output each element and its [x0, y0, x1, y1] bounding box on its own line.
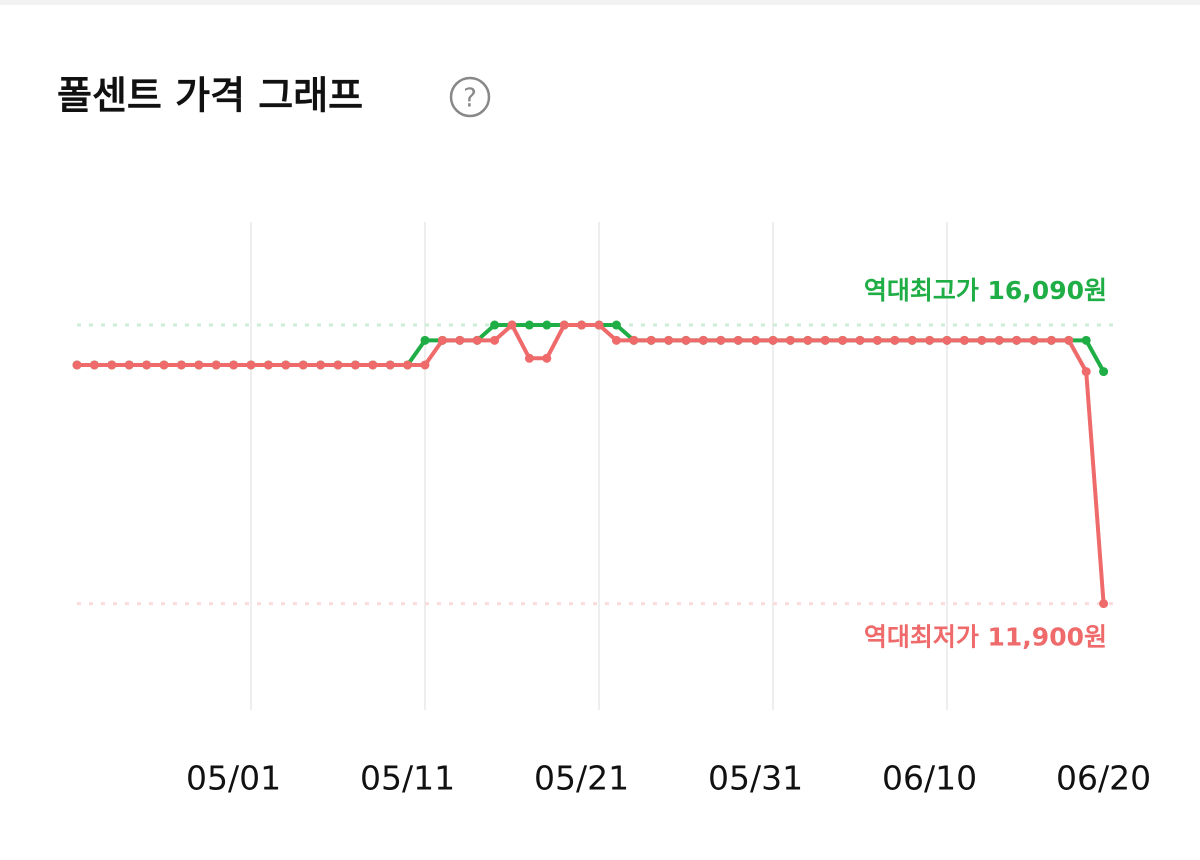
price-point	[420, 335, 430, 345]
price-point	[420, 360, 430, 370]
reference-label: 역대최고가 16,090원	[864, 276, 1107, 305]
price-point	[1064, 335, 1074, 345]
price-point	[838, 335, 848, 345]
price-point	[72, 360, 82, 370]
price-point	[1081, 367, 1091, 377]
price-point	[1029, 335, 1039, 345]
price-point	[472, 335, 482, 345]
price-point	[1081, 335, 1091, 345]
price-point	[942, 335, 952, 345]
x-tick-label: 05/31	[708, 759, 803, 798]
price-point	[455, 335, 465, 345]
price-point	[542, 353, 552, 363]
x-tick-label: 06/20	[1056, 759, 1151, 798]
price-point	[107, 360, 117, 370]
price-point	[594, 320, 604, 330]
price-point	[246, 360, 256, 370]
price-point	[490, 335, 500, 345]
price-point	[994, 335, 1004, 345]
x-tick-label: 05/21	[534, 759, 629, 798]
chart-title: 폴센트 가격 그래프	[57, 74, 363, 118]
price-point	[524, 353, 534, 363]
help-circle[interactable]	[449, 76, 491, 118]
price-point	[768, 335, 778, 345]
price-point	[124, 360, 134, 370]
price-point	[229, 360, 239, 370]
price-point	[959, 335, 969, 345]
price-point	[194, 360, 204, 370]
price-point	[316, 360, 326, 370]
top-bar	[0, 0, 1200, 5]
price-point	[211, 360, 221, 370]
price-point	[803, 335, 813, 345]
price-point	[977, 335, 987, 345]
x-tick-label: 05/11	[360, 759, 455, 798]
price-point	[664, 335, 674, 345]
price-point	[820, 335, 830, 345]
price-point	[298, 360, 308, 370]
price-point	[350, 360, 360, 370]
price-point	[925, 335, 935, 345]
price-point	[681, 335, 691, 345]
price-point	[733, 335, 743, 345]
price-point	[855, 335, 865, 345]
help-icon[interactable]: ?	[449, 76, 491, 118]
price-point	[611, 320, 621, 330]
price-point	[89, 360, 99, 370]
price-point	[1099, 599, 1109, 609]
price-point	[907, 335, 917, 345]
price-point	[890, 335, 900, 345]
price-point	[629, 335, 639, 345]
price-point	[524, 320, 534, 330]
price-point	[368, 360, 378, 370]
price-point	[385, 360, 395, 370]
price-point	[403, 360, 413, 370]
x-tick-label: 06/10	[882, 759, 977, 798]
price-point	[437, 335, 447, 345]
price-point	[1046, 335, 1056, 345]
price-point	[281, 360, 291, 370]
reference-label: 역대최저가 11,900원	[864, 623, 1107, 652]
price-point	[1012, 335, 1022, 345]
help-mark[interactable]: ?	[463, 84, 477, 114]
price-point	[490, 320, 500, 330]
price-point	[785, 335, 795, 345]
price-point	[159, 360, 169, 370]
price-point	[142, 360, 152, 370]
price-point	[1099, 367, 1109, 377]
price-point	[263, 360, 273, 370]
price-point	[176, 360, 186, 370]
price-point	[698, 335, 708, 345]
price-point	[577, 320, 587, 330]
price-point	[716, 335, 726, 345]
price-point	[646, 335, 656, 345]
price-point	[751, 335, 761, 345]
price-point	[611, 335, 621, 345]
x-tick-label: 05/01	[186, 759, 281, 798]
price-point	[333, 360, 343, 370]
price-point	[542, 320, 552, 330]
price-point	[559, 320, 569, 330]
price-point	[507, 320, 517, 330]
price-point	[872, 335, 882, 345]
